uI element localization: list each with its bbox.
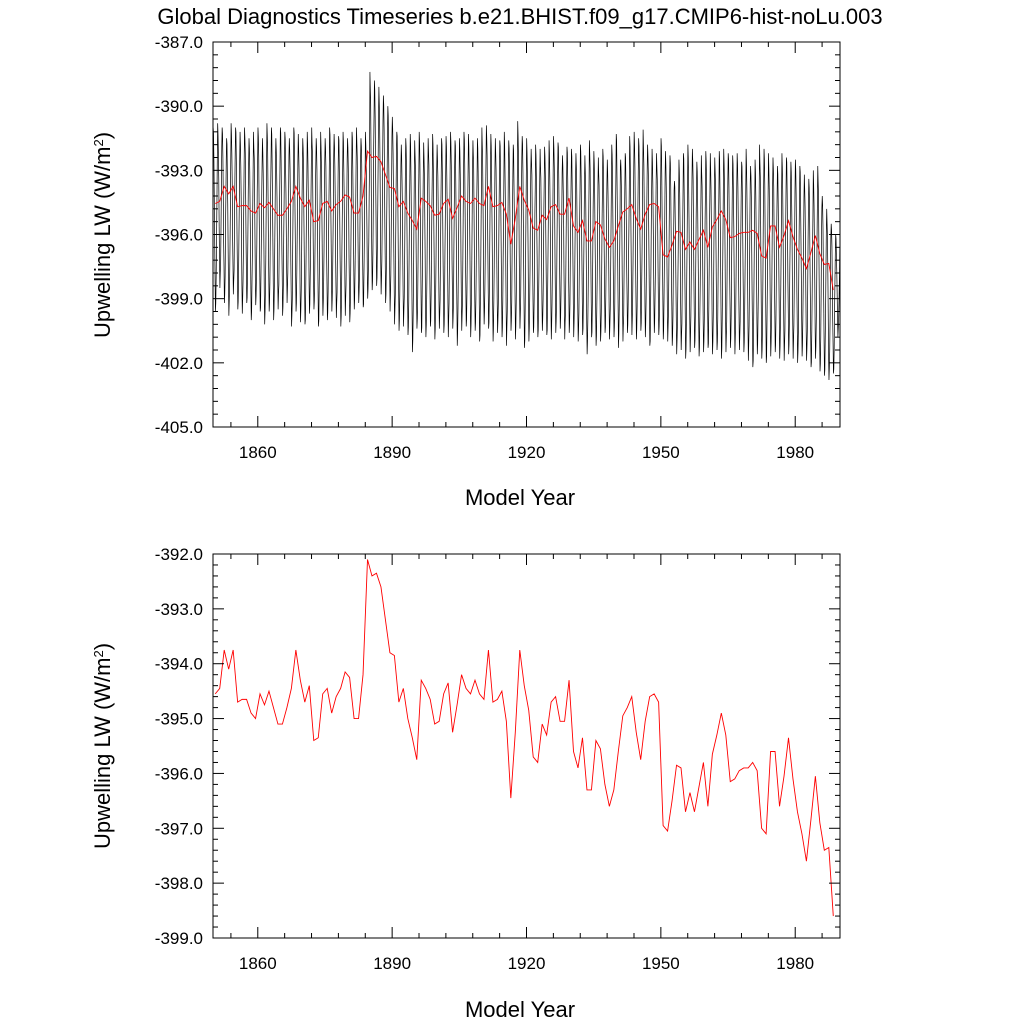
series-line-monthly <box>212 71 841 380</box>
x-axis-title: Model Year <box>465 485 575 510</box>
chart-top-marks <box>212 71 841 380</box>
series-line-annual <box>215 149 834 291</box>
series-line-annual <box>214 559 834 917</box>
y-axis-title-main: Upwelling LW (W/m <box>90 147 115 339</box>
y-tick-label: -395.0 <box>155 710 203 729</box>
y-tick-label: -396.0 <box>155 764 203 783</box>
y-tick-label: -392.0 <box>155 545 203 564</box>
y-tick-label: -387.0 <box>155 33 203 52</box>
y-axis-title: Upwelling LW (W/m2) <box>90 132 115 338</box>
chart-top-axes: 1860 1890 1920 1950 1980 -405.0 -402.0 -399.0 -3… <box>155 33 840 462</box>
y-axis-title-tail: ) <box>90 643 115 650</box>
plot-frame <box>212 41 841 428</box>
y-tick-label: -398.0 <box>155 874 203 893</box>
x-tick-label: 1890 <box>373 954 411 973</box>
y-tick-label: -405.0 <box>155 418 203 437</box>
plot-frame <box>212 553 841 939</box>
x-tick-label: 1950 <box>642 954 680 973</box>
x-tick-label: 1950 <box>642 443 680 462</box>
y-tick-label: -390.0 <box>155 97 203 116</box>
y-tick-label: -396.0 <box>155 226 203 245</box>
chart-bottom-axes: 1860 1890 1920 1950 1980 -399.0 -398.0 -397.0 -3… <box>155 545 840 973</box>
y-tick-label: -393.0 <box>155 600 203 619</box>
y-axis-title-sup: 2 <box>91 139 106 146</box>
x-tick-label: 1860 <box>239 954 277 973</box>
x-tick-label: 1920 <box>508 954 546 973</box>
y-axis-title-tail: ) <box>90 132 115 139</box>
y-tick-label: -393.0 <box>155 161 203 180</box>
y-axis-title-sup: 2 <box>91 650 106 657</box>
x-tick-label: 1920 <box>508 443 546 462</box>
y-axis-title-main: Upwelling LW (W/m <box>90 658 115 850</box>
figure-title: Global Diagnostics Timeseries b.e21.BHIS… <box>157 4 882 29</box>
y-tick-label: -394.0 <box>155 655 203 674</box>
chart-bottom: 1860 1890 1920 1950 1980 -399.0 -398.0 -397.0 -3… <box>90 545 841 1022</box>
x-axis-title: Model Year <box>465 997 575 1022</box>
chart-bottom-marks <box>214 559 834 917</box>
y-tick-label: -399.0 <box>155 929 203 948</box>
y-tick-label: -397.0 <box>155 819 203 838</box>
y-axis-title: Upwelling LW (W/m2) <box>90 643 115 849</box>
x-tick-label: 1980 <box>776 954 814 973</box>
x-tick-label: 1980 <box>776 443 814 462</box>
y-tick-label: -402.0 <box>155 354 203 373</box>
x-tick-label: 1890 <box>373 443 411 462</box>
x-tick-label: 1860 <box>239 443 277 462</box>
y-tick-label: -399.0 <box>155 290 203 309</box>
chart-top: 1860 1890 1920 1950 1980 -405.0 -402.0 -399.0 -3… <box>90 33 841 510</box>
